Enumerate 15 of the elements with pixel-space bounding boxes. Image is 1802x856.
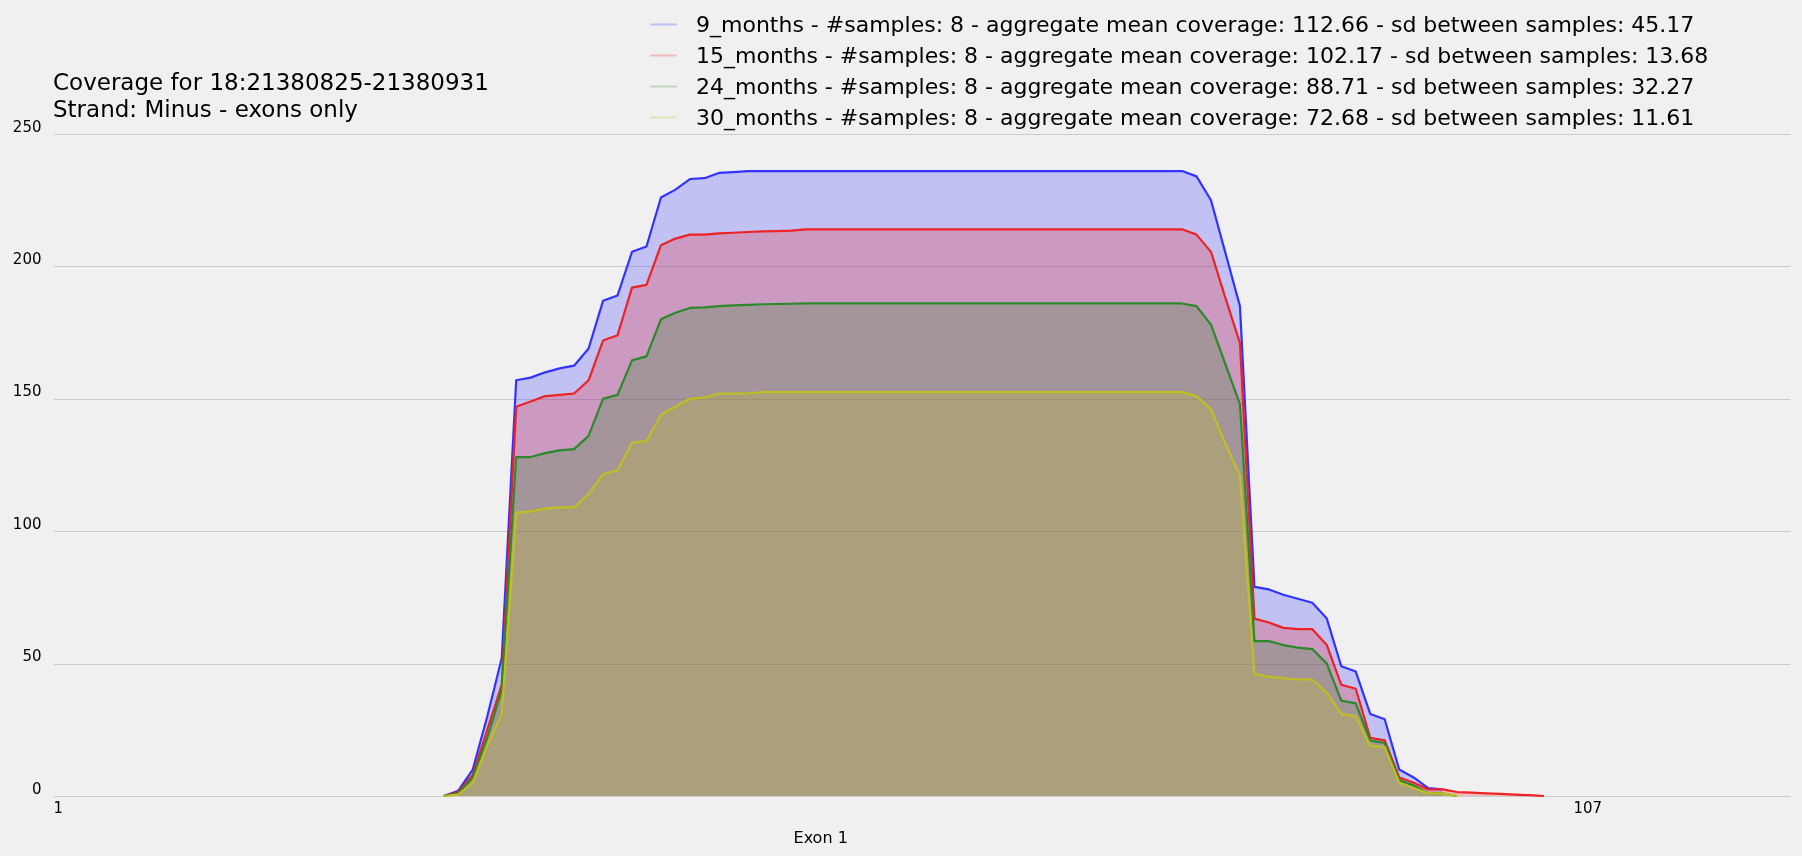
legend-label: 9_months - #samples: 8 - aggregate mean coverage: 112.66 - sd between samples: 45.17 [696,11,1695,38]
y-tick-label: 0 [31,779,42,798]
y-tick-label: 250 [12,117,42,136]
y-tick-label: 150 [12,382,42,401]
legend-label: 30_months - #samples: 8 - aggregate mean coverage: 72.68 - sd between samples: 11.61 [696,104,1695,131]
text: Coverage for 18:21380825-21380931 [53,69,489,95]
y-tick-label: 200 [12,249,42,268]
legend-label: 24_months - #samples: 8 - aggregate mean coverage: 88.71 - sd between samples: 32.27 [696,73,1695,100]
x-tick-label: 107 [1573,798,1603,817]
x-tick-label: 1 [53,798,64,817]
y-tick-label: 100 [12,514,42,533]
x-axis-title: Exon 1 [793,827,848,847]
y-tick-label: 50 [22,647,42,666]
legend-label: 15_months - #samples: 8 - aggregate mean coverage: 102.17 - sd between samples: 13.68 [696,42,1709,69]
text: Strand: Minus - exons only [53,96,358,122]
